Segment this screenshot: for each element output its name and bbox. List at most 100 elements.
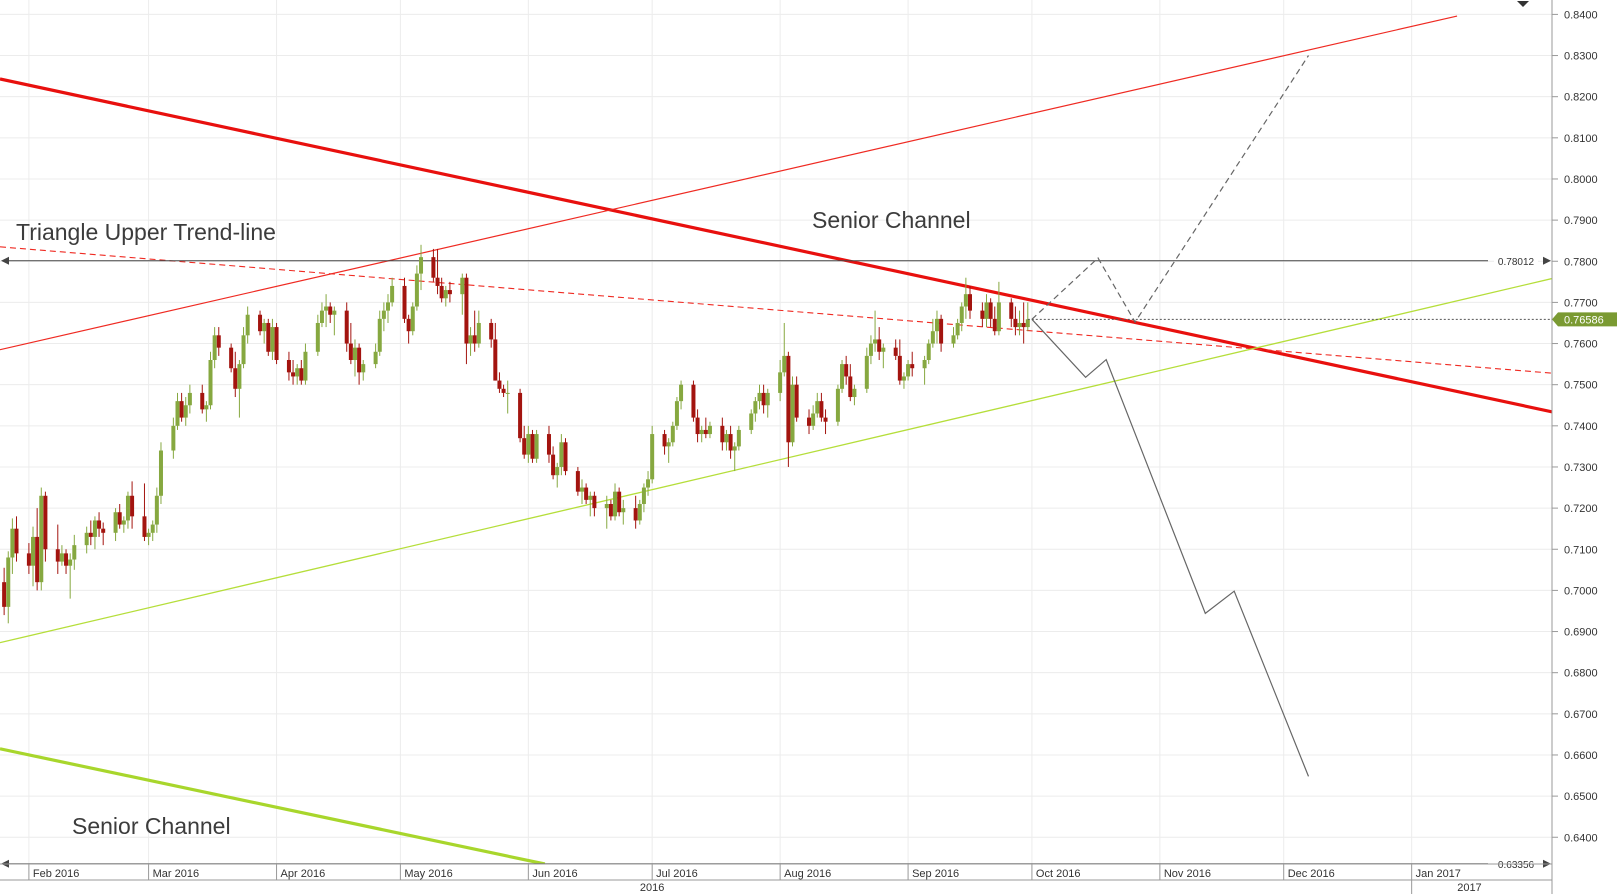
candle[interactable] [868,343,873,356]
candle[interactable] [757,392,762,402]
candle[interactable] [959,306,964,323]
candle[interactable] [551,454,556,476]
candle[interactable] [1025,319,1030,328]
candle[interactable] [1021,322,1026,328]
candle[interactable] [92,520,97,537]
candle[interactable] [233,368,238,389]
candle[interactable] [604,504,609,509]
candle[interactable] [130,495,135,517]
candle[interactable] [613,491,618,517]
candle[interactable] [204,405,209,410]
candle[interactable] [534,434,539,459]
candle[interactable] [472,335,477,344]
candle[interactable] [2,582,7,607]
candle[interactable] [208,360,213,406]
candle[interactable] [790,384,795,443]
candle[interactable] [765,392,770,406]
candle[interactable] [844,364,849,377]
candle[interactable] [926,343,931,360]
candle[interactable] [555,466,560,476]
candle[interactable] [695,417,700,435]
candle[interactable] [753,401,758,414]
candle[interactable] [381,310,386,319]
candle[interactable] [786,355,791,443]
candle[interactable] [31,536,36,566]
candle[interactable] [707,425,712,435]
trendline-red-channel-upper[interactable] [0,15,1458,351]
candle[interactable] [10,528,15,558]
candle[interactable] [489,322,494,340]
candle[interactable] [266,322,271,352]
candle[interactable] [575,471,580,492]
candle[interactable] [431,257,436,278]
candle[interactable] [811,413,816,426]
candle[interactable] [761,392,766,406]
candle[interactable] [670,425,675,443]
candle[interactable] [897,355,902,381]
candle[interactable] [637,504,642,521]
candle[interactable] [142,516,147,537]
candle[interactable] [97,520,102,529]
candle[interactable] [121,520,126,525]
candle[interactable] [666,442,671,447]
candle[interactable] [835,388,840,422]
candle[interactable] [699,429,704,435]
candle[interactable] [14,528,19,554]
candle[interactable] [274,327,279,360]
candle[interactable] [778,372,783,393]
candle[interactable] [361,364,366,373]
candle[interactable] [299,368,304,381]
candle[interactable] [88,532,93,537]
candle[interactable] [328,306,333,315]
candle[interactable] [72,545,77,560]
trendline-senior-channel-support[interactable] [0,747,546,864]
candle[interactable] [146,532,151,537]
candle[interactable] [546,434,551,455]
candle[interactable] [782,355,787,373]
candle[interactable] [245,314,250,336]
candle[interactable] [584,487,589,500]
candle[interactable] [641,487,646,504]
candle[interactable] [877,339,882,352]
candle[interactable] [414,273,419,307]
candle[interactable] [390,285,395,303]
candle[interactable] [270,327,275,352]
candle[interactable] [522,438,527,455]
candle[interactable] [443,290,448,299]
candle[interactable] [237,364,242,389]
candle[interactable] [171,425,176,451]
candle[interactable] [35,536,40,583]
candle[interactable] [633,508,638,521]
candle[interactable] [840,364,845,389]
candle[interactable] [848,376,853,398]
candle[interactable] [258,314,263,332]
candle[interactable] [922,360,927,369]
candle[interactable] [216,335,221,348]
bullish-projection[interactable] [1031,55,1310,324]
candle[interactable] [518,392,523,439]
candle[interactable] [101,528,106,533]
candle[interactable] [402,285,407,319]
candle[interactable] [1009,302,1014,319]
candle[interactable] [930,331,935,344]
candle[interactable] [291,372,296,377]
candle[interactable] [183,405,188,418]
candle[interactable] [493,339,498,381]
candle[interactable] [386,302,390,311]
candle[interactable] [852,388,857,398]
candle[interactable] [410,306,415,332]
candle[interactable] [332,310,337,315]
candle[interactable] [893,347,898,356]
candle[interactable] [608,504,613,517]
candle[interactable] [344,310,349,344]
candle[interactable] [996,302,1001,332]
chevron-down-icon[interactable] [1517,1,1529,7]
candle[interactable] [881,347,886,352]
candle[interactable] [64,553,69,566]
candle[interactable] [807,417,812,426]
candle[interactable] [980,310,985,319]
candle[interactable] [6,557,11,607]
candle[interactable] [352,347,357,360]
candle[interactable] [984,302,989,319]
candle[interactable] [501,388,506,393]
